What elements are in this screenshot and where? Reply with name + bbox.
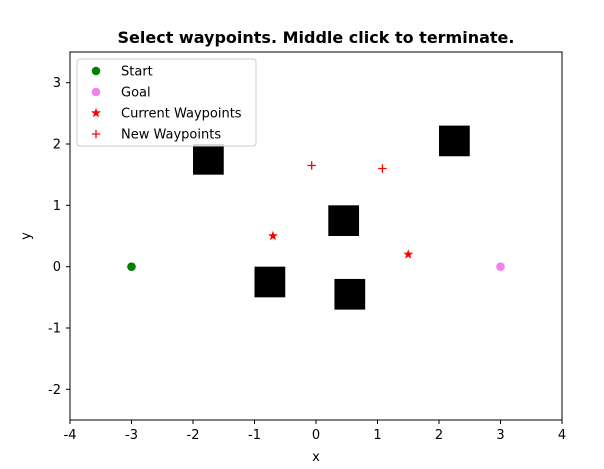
y-tick-label: 2	[53, 138, 61, 153]
x-tick-label: -3	[125, 428, 138, 443]
y-tick-label: 0	[53, 260, 61, 275]
legend-marker-goal	[91, 87, 101, 97]
obstacle-square	[334, 278, 366, 310]
legend-marker-new-waypoints	[91, 129, 101, 139]
point-current-waypoints	[268, 230, 278, 241]
x-tick-label: 1	[373, 428, 381, 443]
data-points	[127, 161, 505, 271]
point-start	[127, 262, 136, 271]
legend-label: New Waypoints	[121, 128, 221, 143]
legend-label: Start	[121, 65, 153, 80]
point-new-waypoints	[378, 164, 387, 173]
point-goal	[496, 262, 505, 271]
obstacle-square	[254, 266, 286, 298]
y-tick-label: -1	[48, 322, 61, 337]
point-current-waypoints	[403, 249, 414, 259]
legend-label: Goal	[121, 86, 151, 101]
x-axis-label: x	[312, 450, 320, 465]
x-tick-label: 3	[496, 428, 504, 443]
obstacle-square	[439, 125, 470, 157]
x-tick-label: 4	[558, 428, 566, 443]
x-tick-label: 2	[435, 428, 443, 443]
x-tick-label: -4	[64, 428, 77, 443]
obstacles	[193, 125, 470, 310]
x-axis-ticks: -4 -3 -2 -1 0 1 2 3 4	[64, 420, 566, 443]
x-tick-label: -2	[187, 428, 200, 443]
x-tick-label: -1	[248, 428, 261, 443]
y-tick-label: 1	[53, 199, 61, 214]
y-axis-ticks: -2 -1 0 1 2 3	[48, 76, 70, 398]
y-tick-label: 3	[53, 76, 61, 91]
y-tick-label: -2	[48, 383, 61, 398]
obstacle-square	[193, 144, 224, 175]
chart-title: Select waypoints. Middle click to termin…	[118, 28, 515, 47]
legend-marker-start	[91, 66, 101, 76]
legend-marker-current-waypoints	[91, 107, 101, 118]
x-tick-label: 0	[312, 428, 320, 443]
point-new-waypoints	[307, 161, 316, 170]
legend-label: Current Waypoints	[121, 107, 242, 122]
obstacle-square	[328, 205, 360, 236]
y-axis-label: y	[19, 232, 34, 240]
legend: Start Goal Current Waypoints New Waypoints	[76, 58, 257, 147]
legend-box	[76, 58, 257, 147]
